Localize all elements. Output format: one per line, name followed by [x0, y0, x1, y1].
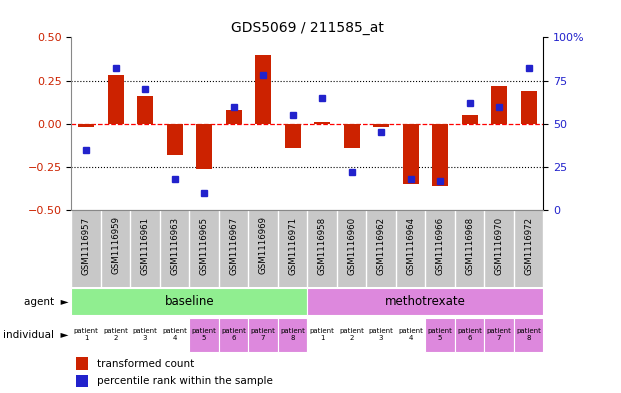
Bar [160, 318, 189, 352]
Bar [461, 115, 478, 124]
Text: methotrexate: methotrexate [385, 294, 466, 308]
Text: percentile rank within the sample: percentile rank within the sample [97, 376, 273, 386]
Bar [225, 110, 242, 124]
Text: GSM1116958: GSM1116958 [318, 217, 327, 275]
Bar [366, 318, 396, 352]
Bar [76, 375, 88, 387]
Text: baseline: baseline [165, 294, 214, 308]
Text: GSM1116967: GSM1116967 [229, 217, 238, 275]
Text: GSM1116959: GSM1116959 [111, 217, 120, 274]
Bar [432, 124, 448, 186]
Text: transformed count: transformed count [97, 358, 194, 369]
Bar [255, 55, 271, 124]
Bar [130, 318, 160, 352]
Text: patient
7: patient 7 [251, 328, 276, 341]
Text: GSM1116962: GSM1116962 [377, 217, 386, 275]
Text: GSM1116963: GSM1116963 [170, 217, 179, 275]
Bar [166, 124, 183, 155]
Bar [107, 75, 124, 124]
Bar [278, 318, 307, 352]
Bar [373, 124, 389, 127]
Bar [307, 288, 543, 315]
Text: GSM1116964: GSM1116964 [406, 217, 415, 275]
Bar [514, 318, 543, 352]
Bar [196, 124, 212, 169]
Text: patient
2: patient 2 [339, 328, 364, 341]
Title: GDS5069 / 211585_at: GDS5069 / 211585_at [231, 21, 384, 35]
Text: patient
1: patient 1 [310, 328, 335, 341]
Bar [520, 91, 537, 124]
Bar [284, 124, 301, 148]
Text: agent  ►: agent ► [24, 297, 68, 307]
Bar [71, 318, 101, 352]
Text: GSM1116960: GSM1116960 [347, 217, 356, 275]
Bar [71, 288, 307, 315]
Text: individual  ►: individual ► [3, 330, 68, 340]
Bar [484, 318, 514, 352]
Text: GSM1116966: GSM1116966 [436, 217, 445, 275]
Bar [491, 86, 507, 124]
Bar [425, 318, 455, 352]
Bar [76, 357, 88, 369]
Text: patient
6: patient 6 [457, 328, 482, 341]
Text: patient
3: patient 3 [133, 328, 158, 341]
Text: GSM1116971: GSM1116971 [288, 217, 297, 275]
Text: GSM1116972: GSM1116972 [524, 217, 533, 275]
Bar [248, 318, 278, 352]
Bar [396, 318, 425, 352]
Bar [78, 124, 94, 127]
Text: patient
5: patient 5 [428, 328, 453, 341]
Text: GSM1116968: GSM1116968 [465, 217, 474, 275]
Text: patient
5: patient 5 [192, 328, 217, 341]
Text: GSM1116957: GSM1116957 [82, 217, 91, 275]
Text: patient
2: patient 2 [103, 328, 128, 341]
Text: patient
1: patient 1 [74, 328, 99, 341]
Text: patient
3: patient 3 [369, 328, 394, 341]
Bar [101, 318, 130, 352]
Bar [137, 96, 153, 124]
Text: patient
4: patient 4 [398, 328, 423, 341]
Text: GSM1116965: GSM1116965 [200, 217, 209, 275]
Bar [189, 318, 219, 352]
Text: GSM1116970: GSM1116970 [495, 217, 504, 275]
Bar [314, 122, 330, 124]
Text: patient
8: patient 8 [516, 328, 541, 341]
Text: patient
8: patient 8 [280, 328, 305, 341]
Bar [337, 318, 366, 352]
Text: patient
4: patient 4 [162, 328, 187, 341]
Text: patient
7: patient 7 [487, 328, 512, 341]
Bar [343, 124, 360, 148]
Text: GSM1116961: GSM1116961 [141, 217, 150, 275]
Bar [402, 124, 419, 184]
Bar [219, 318, 248, 352]
Bar [307, 318, 337, 352]
Bar [455, 318, 484, 352]
Text: patient
6: patient 6 [221, 328, 246, 341]
Text: GSM1116969: GSM1116969 [259, 217, 268, 274]
